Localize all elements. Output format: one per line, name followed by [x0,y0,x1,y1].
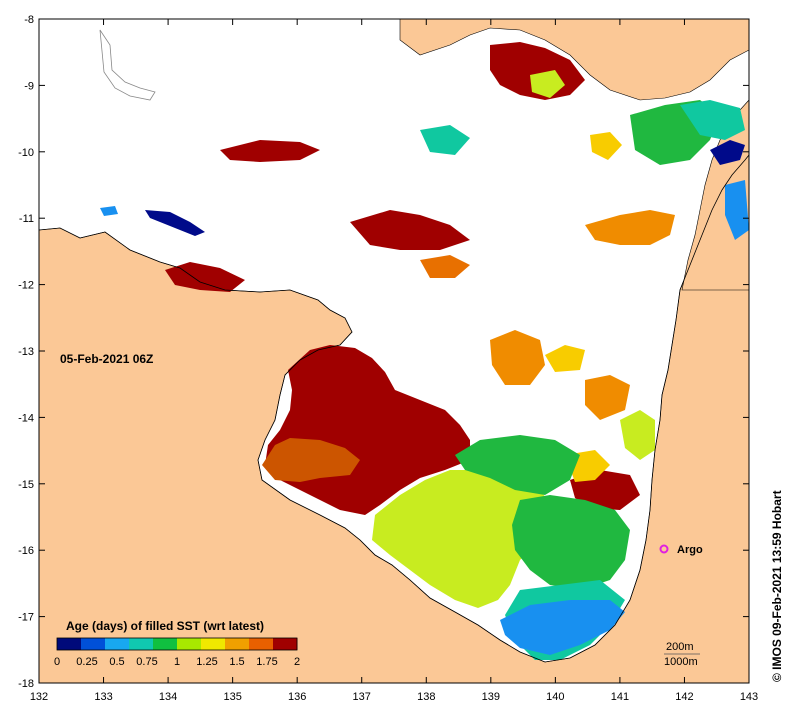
lat-tick-label: -13 [18,346,34,358]
colorbar-tick-label: 0.5 [109,656,124,668]
patch-age-0-75-a [455,435,580,495]
lon-tick-label: 140 [546,691,564,703]
colorbar-tick-label: 1.5 [229,656,244,668]
colorbar-tick-label: 1 [174,656,180,668]
land-islands-north [99,29,156,101]
patch-age-1-5-b [490,330,545,385]
longitude-axis: 132 133 134 135 136 137 138 139 140 141 142 143 [30,19,758,703]
patch-age-0-25-south [500,600,625,655]
lat-tick-label: -15 [18,479,34,491]
colorbar-swatch [201,638,226,650]
contour-legend: 200m 1000m [664,641,700,668]
lon-tick-label: 142 [675,691,693,703]
colorbar-swatch [225,638,250,650]
lat-tick-label: -8 [24,14,34,26]
patch-age-0-ne [710,140,745,165]
patch-age-1-5-a [585,210,675,245]
sst-age-patches [100,42,749,660]
lon-tick-label: 133 [94,691,112,703]
lon-tick-label: 137 [353,691,371,703]
patch-age-0-75-b [512,495,630,590]
lon-tick-label: 136 [288,691,306,703]
colorbar-swatch [273,638,298,650]
patch-age-1-25-a [545,345,585,372]
patch-age-0-25-dot [100,206,118,216]
lat-tick-label: -10 [18,147,34,159]
colorbar-tick-label: 1.25 [196,656,217,668]
colorbar-swatch [81,638,106,650]
patch-age-2-mid [220,140,320,162]
lon-tick-label: 141 [611,691,629,703]
colorbar-title: Age (days) of filled SST (wrt latest) [66,619,264,633]
contour-label-1000m: 1000m [664,656,698,668]
patch-age-1-south [372,470,555,608]
lon-tick-label: 135 [223,691,241,703]
coastline [38,154,750,663]
colorbar-swatch [129,638,154,650]
colorbar-tick-label: 2 [294,656,300,668]
patch-age-0-25-east [725,180,749,240]
patch-age-0-5-north [420,125,470,155]
lat-tick-label: -14 [18,412,34,424]
colorbar-ticks: 0 0.25 0.5 0.75 1 1.25 1.5 1.75 2 [54,656,300,668]
colorbar-swatch [105,638,130,650]
colorbar-tick-label: 0.25 [76,656,97,668]
argo-label: Argo [677,544,703,556]
lat-tick-label: -11 [19,213,34,225]
date-label: 05-Feb-2021 06Z [60,352,153,366]
credit-text: © IMOS 09-Feb-2021 13:59 Hobart [770,490,784,682]
patch-age-1-north [530,70,565,98]
lon-tick-label: 139 [482,691,500,703]
colorbar-swatch [153,638,178,650]
colorbar-swatch [177,638,202,650]
lat-tick-label: -18 [18,678,34,690]
colorbar-tick-label: 1.75 [256,656,277,668]
colorbar-tick-label: 0 [54,656,60,668]
patch-age-1-east [620,410,655,460]
latitude-axis: -8 -9 -10 -11 -12 -13 -14 -15 -16 -17 -18 [18,14,749,690]
patch-age-2-gulf-west [165,262,245,292]
lon-tick-label: 138 [417,691,435,703]
colorbar-swatches [57,638,298,650]
patch-age-2-mid2 [350,210,470,250]
land-new-guinea [399,18,750,101]
patch-age-1-5-d [420,255,470,278]
patch-age-1-25-c [590,132,622,160]
contour-label-200m: 200m [666,641,694,653]
colorbar-swatch [57,638,82,650]
colorbar-tick-label: 0.75 [136,656,157,668]
argo-marker[interactable]: Argo [659,544,703,556]
colorbar-swatch [249,638,274,650]
patch-age-1-5-c [585,375,630,420]
lon-tick-label: 132 [30,691,48,703]
lat-tick-label: -17 [18,612,34,624]
argo-marker-icon[interactable] [659,544,669,554]
lat-tick-label: -9 [24,80,34,92]
patch-age-1-75 [262,438,360,482]
lon-tick-label: 134 [159,691,177,703]
lat-tick-label: -12 [18,280,34,292]
lat-tick-label: -16 [18,545,34,557]
lon-tick-label: 143 [740,691,758,703]
colorbar-frame [56,637,298,651]
patch-age-0-5-ne [680,100,745,140]
patch-age-0-west [145,210,205,236]
